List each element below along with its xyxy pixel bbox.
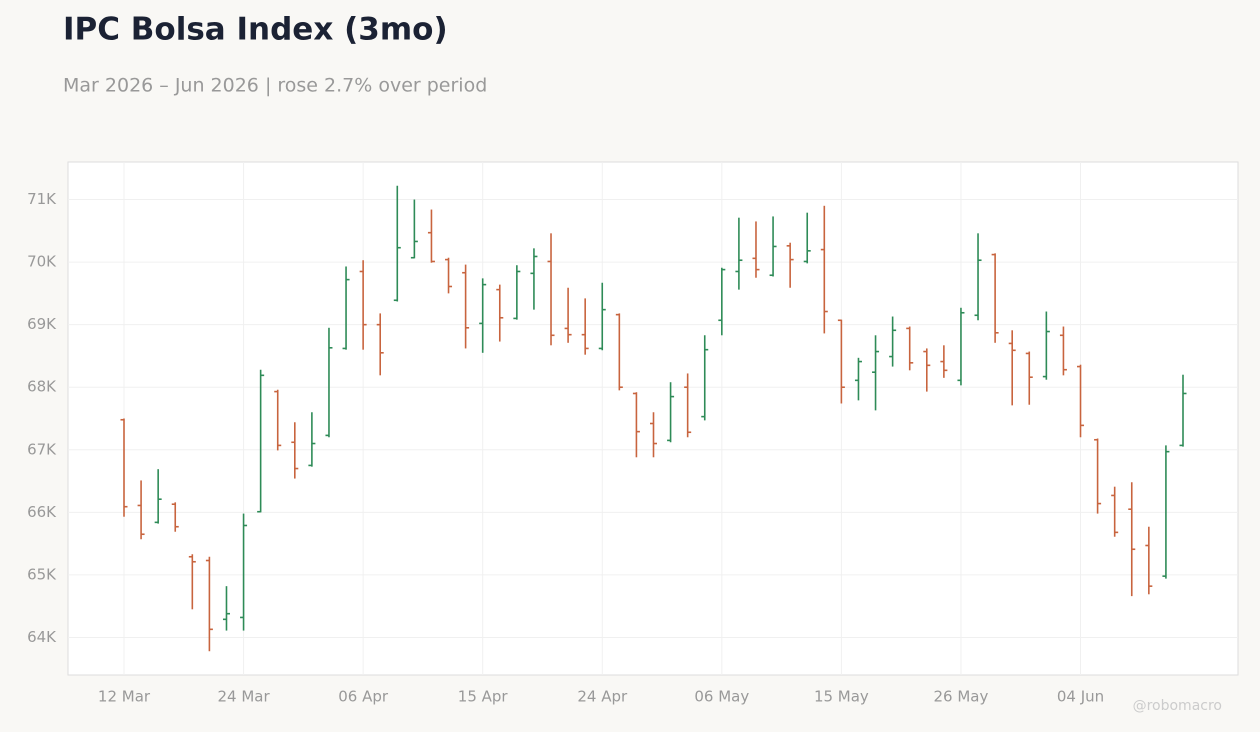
y-tick-label: 64K xyxy=(27,628,57,646)
x-tick-label: 04 Jun xyxy=(1057,688,1104,706)
x-tick-label: 15 Apr xyxy=(458,688,509,706)
chart-subtitle: Mar 2026 – Jun 2026 | rose 2.7% over per… xyxy=(63,75,487,97)
y-tick-label: 66K xyxy=(27,503,57,521)
x-tick-label: 06 May xyxy=(694,688,749,706)
y-tick-label: 71K xyxy=(27,190,57,208)
y-tick-label: 69K xyxy=(27,315,57,333)
x-tick-label: 24 Apr xyxy=(577,688,628,706)
y-tick-label: 67K xyxy=(27,440,57,458)
x-tick-label: 12 Mar xyxy=(98,688,151,706)
y-tick-label: 70K xyxy=(27,253,57,271)
y-tick-label: 65K xyxy=(27,565,57,583)
x-tick-label: 06 Apr xyxy=(338,688,389,706)
chart-title: IPC Bolsa Index (3mo) xyxy=(63,12,448,48)
watermark: @robomacro xyxy=(1133,698,1222,714)
y-tick-label: 68K xyxy=(27,378,57,396)
x-tick-label: 24 Mar xyxy=(217,688,270,706)
x-tick-label: 26 May xyxy=(934,688,989,706)
x-tick-label: 15 May xyxy=(814,688,869,706)
